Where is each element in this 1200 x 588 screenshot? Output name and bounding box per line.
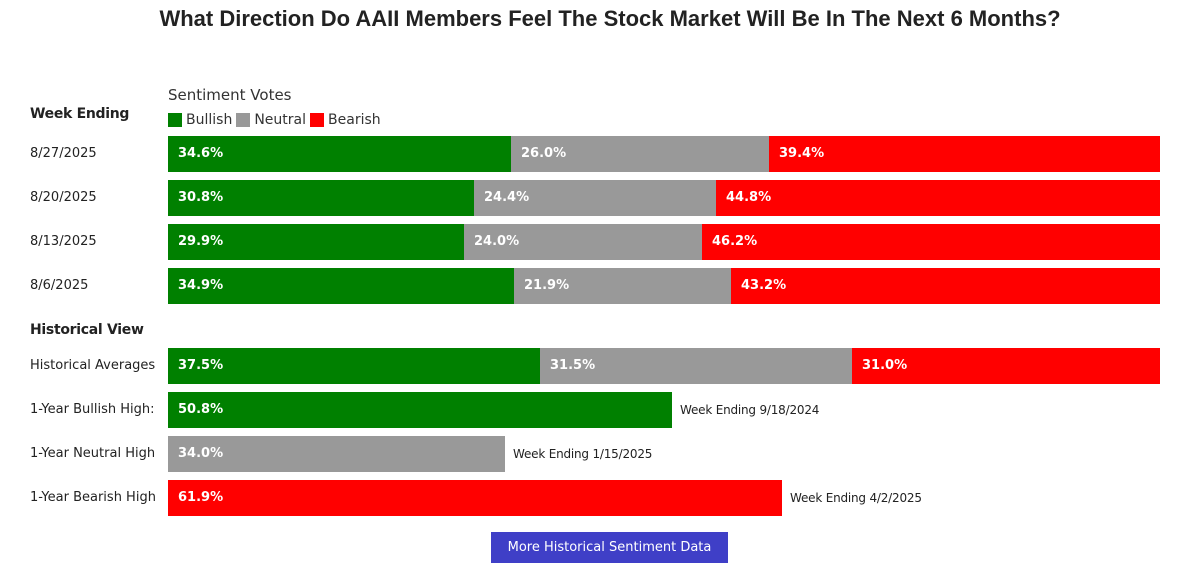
one-year-high-bar: 34.0% xyxy=(168,436,505,472)
week-bar: 34.6% 26.0% 39.4% xyxy=(168,136,1160,172)
row-label: 1-Year Bearish High xyxy=(30,490,156,505)
week-bar: 29.9% 24.0% 46.2% xyxy=(168,224,1160,260)
bar-segment-neutral: 34.0% xyxy=(168,436,505,472)
week-ending-note: Week Ending 9/18/2024 xyxy=(680,403,820,417)
row-label: 8/6/2025 xyxy=(30,278,89,293)
bar-segment-bearish: 46.2% xyxy=(702,224,1160,260)
row-label: 1-Year Neutral High xyxy=(30,446,156,461)
legend-swatch-bearish xyxy=(310,113,325,127)
legend-label-bullish: Bullish xyxy=(186,112,233,128)
row-label: 1-Year Bullish High: xyxy=(30,402,155,417)
chart-subtitle: Sentiment Votes xyxy=(168,86,292,104)
bar-segment-bullish: 50.8% xyxy=(168,392,672,428)
bar-segment-bearish: 39.4% xyxy=(769,136,1160,172)
bar-segment-neutral: 31.5% xyxy=(540,348,852,384)
bar-segment-bullish: 30.8% xyxy=(168,180,474,216)
legend-label-bearish: Bearish xyxy=(328,112,381,128)
chart-title: What Direction Do AAII Members Feel The … xyxy=(159,6,1061,31)
historical-average-bar: 37.5% 31.5% 31.0% xyxy=(168,348,1160,384)
legend-item-bearish: Bearish xyxy=(310,112,381,128)
row-label: Historical Averages xyxy=(30,358,156,373)
bar-segment-neutral: 26.0% xyxy=(511,136,769,172)
one-year-high-bar: 61.9% xyxy=(168,480,782,516)
week-ending-heading: Week Ending xyxy=(30,106,130,122)
bar-segment-bullish: 37.5% xyxy=(168,348,540,384)
bar-segment-neutral: 24.4% xyxy=(474,180,716,216)
legend-swatch-neutral xyxy=(236,113,251,127)
row-label: 8/20/2025 xyxy=(30,190,97,205)
bar-segment-bearish: 61.9% xyxy=(168,480,782,516)
week-bar: 30.8% 24.4% 44.8% xyxy=(168,180,1160,216)
legend-label-neutral: Neutral xyxy=(254,112,307,128)
bar-segment-bearish: 31.0% xyxy=(852,348,1160,384)
row-label: 8/27/2025 xyxy=(30,146,97,161)
week-ending-note: Week Ending 4/2/2025 xyxy=(790,491,922,505)
one-year-high-bar: 50.8% xyxy=(168,392,672,428)
week-bar: 34.9% 21.9% 43.2% xyxy=(168,268,1160,304)
legend-swatch-bullish xyxy=(168,113,182,127)
bar-segment-bullish: 34.9% xyxy=(168,268,514,304)
bar-segment-bullish: 34.6% xyxy=(168,136,511,172)
bar-segment-neutral: 24.0% xyxy=(464,224,702,260)
more-historical-data-button[interactable]: More Historical Sentiment Data xyxy=(491,532,728,563)
bar-segment-bearish: 44.8% xyxy=(716,180,1160,216)
bar-segment-bullish: 29.9% xyxy=(168,224,464,260)
historical-view-heading: Historical View xyxy=(30,322,144,338)
legend: Bullish Neutral Bearish xyxy=(168,111,385,129)
bar-segment-bearish: 43.2% xyxy=(731,268,1160,304)
week-ending-note: Week Ending 1/15/2025 xyxy=(513,447,653,461)
bar-segment-neutral: 21.9% xyxy=(514,268,731,304)
row-label: 8/13/2025 xyxy=(30,234,97,249)
legend-item-bullish: Bullish xyxy=(168,112,232,128)
legend-item-neutral: Neutral xyxy=(236,112,306,128)
